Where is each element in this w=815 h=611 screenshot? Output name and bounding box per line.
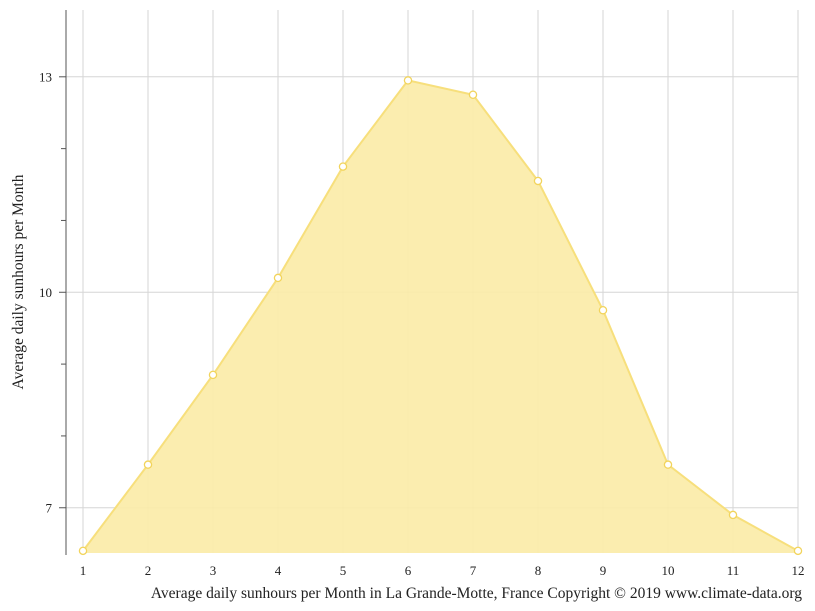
- x-tick-label: 2: [145, 563, 152, 578]
- x-tick-label: 4: [275, 563, 282, 578]
- data-point-month-8: [533, 176, 543, 186]
- data-point-month-6: [403, 76, 413, 85]
- data-points: [78, 76, 803, 556]
- y-tick-label: 10: [39, 285, 52, 300]
- x-tick-label: 5: [340, 563, 347, 578]
- data-point-month-11: [728, 510, 738, 520]
- series-line: [82, 79, 799, 552]
- x-axis-caption: Average daily sunhours per Month in La G…: [151, 585, 802, 602]
- x-tick-label: 3: [210, 563, 217, 578]
- y-tick-label: 7: [46, 500, 53, 515]
- x-tick-label: 11: [727, 563, 740, 578]
- data-point-month-7: [468, 90, 478, 100]
- data-point-month-10: [663, 460, 673, 469]
- x-tick-label: 10: [662, 563, 675, 578]
- x-tick-label: 7: [470, 563, 477, 578]
- y-tick-label: 13: [39, 69, 52, 84]
- x-tick-label: 9: [600, 563, 607, 578]
- data-point-month-1: [78, 546, 88, 556]
- data-point-month-12: [793, 546, 803, 556]
- data-point-month-9: [598, 305, 608, 315]
- data-point-month-2: [143, 460, 153, 469]
- data-point-month-5: [338, 162, 348, 171]
- x-tick-label: 12: [792, 563, 805, 578]
- area-fill: [83, 80, 798, 553]
- x-tick-label: 1: [80, 563, 87, 578]
- data-point-month-4: [273, 273, 283, 283]
- axes: [59, 10, 67, 555]
- x-tick-label: 8: [535, 563, 542, 578]
- y-axis-label: Average daily sunhours per Month: [10, 174, 27, 389]
- x-tick-label: 6: [405, 563, 412, 578]
- data-point-month-3: [208, 370, 218, 380]
